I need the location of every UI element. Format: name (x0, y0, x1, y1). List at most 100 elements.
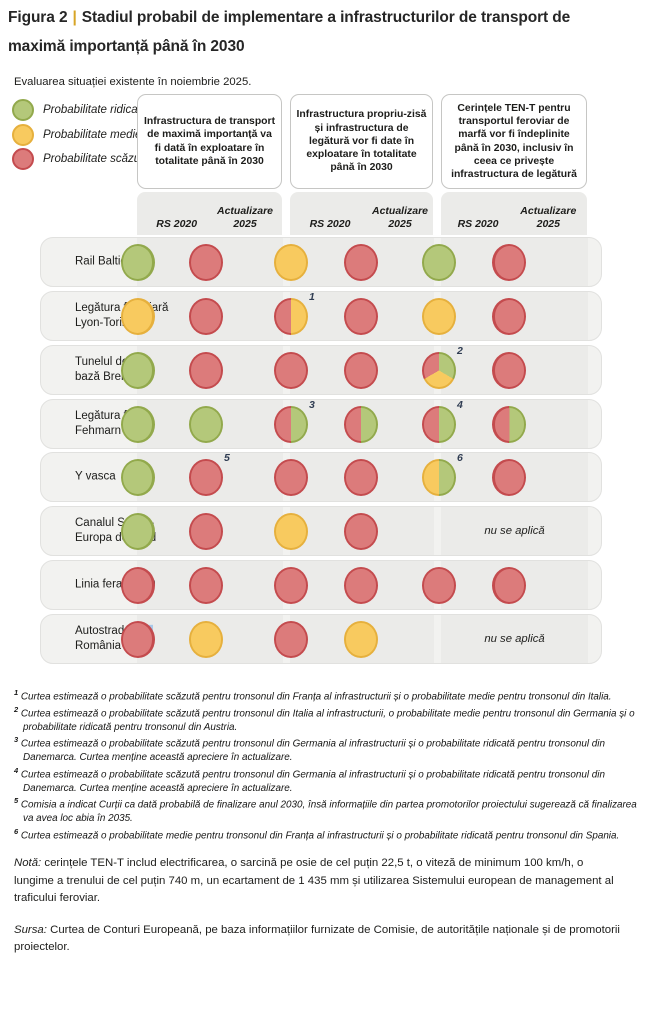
circle-fill (276, 515, 306, 548)
status-circle: 1 (274, 291, 315, 335)
status-circle: 3 (274, 399, 315, 443)
column-header-3: Cerințele TEN-T pentru transportul ferov… (441, 94, 587, 189)
source-paragraph: Sursa: Curtea de Conturi Europeană, pe b… (14, 922, 622, 956)
circle-ring (189, 459, 223, 496)
circle-fill (191, 623, 221, 656)
circle-ring (120, 298, 155, 335)
status-circle: 4 (422, 399, 463, 443)
status-circle: 5 (189, 452, 230, 496)
circle-fill (191, 246, 221, 279)
circle-ring (274, 621, 308, 658)
status-circle (120, 352, 155, 389)
circle-ring (422, 567, 456, 604)
sub-header-rs2020: RS 2020 (156, 217, 198, 230)
status-circle (274, 621, 308, 658)
status-circle (120, 567, 155, 604)
circle-fill (276, 354, 306, 387)
status-circle (120, 621, 155, 658)
circle-ring (189, 621, 223, 658)
footnote-text: Curtea estimează o probabilitate scăzută… (18, 738, 605, 764)
circle-fill (346, 515, 376, 548)
figure-subtitle: Evaluarea situației existente în noiembr… (14, 76, 252, 88)
sub-header-rs2020: RS 2020 (457, 217, 499, 230)
status-circle (120, 298, 155, 335)
circle-ring (274, 352, 308, 389)
circle-ring (344, 352, 378, 389)
legend-label: Probabilitate ridicată (43, 104, 148, 116)
circle-fill (494, 461, 524, 494)
circle-ring (344, 513, 378, 550)
status-circle (344, 244, 378, 281)
status-circle (344, 459, 378, 496)
footnote-marker: 4 (457, 399, 463, 411)
footnote-number: 4 (14, 765, 19, 775)
circle-fill (276, 623, 306, 656)
note-paragraph: Notă: cerințele TEN-T includ electrifica… (14, 855, 622, 906)
legend-item: Probabilitate scăzută (12, 148, 150, 170)
label-text: Lyon-Torino (75, 317, 135, 329)
note-text: cerințele TEN-T includ electrificarea, o… (14, 857, 614, 904)
sub-header-actualizare-2025: Actualizare 2025 (520, 204, 577, 230)
circle-ring (120, 406, 155, 443)
circle-fill (276, 246, 306, 279)
circle-fill (191, 515, 221, 548)
circle-fill (276, 408, 306, 441)
circle-ring (189, 352, 223, 389)
not-applicable-label: nu se aplică (484, 633, 545, 645)
circle-fill (191, 408, 221, 441)
footnote-number: 1 (14, 688, 19, 697)
footnote-text: Curtea estimează o probabilitate scăzută… (18, 769, 605, 794)
circle-fill (494, 569, 524, 602)
status-circle (120, 513, 155, 550)
table-row: Tunelul de bază Brenner 2 (40, 345, 602, 395)
legend-label: Probabilitate medie (43, 128, 142, 141)
circle-fill (276, 461, 306, 494)
circle-fill (276, 300, 306, 333)
circle-ring (492, 567, 527, 604)
circle-fill (424, 246, 454, 279)
note-label: Notă: (14, 857, 42, 870)
row-column-strip (441, 507, 588, 555)
status-circle (120, 459, 155, 496)
status-circle (422, 298, 456, 335)
circle-fill (122, 246, 153, 279)
circle-fill (346, 461, 376, 494)
circle-ring (274, 298, 308, 335)
sub-header-strip-3: RS 2020 Actualizare 2025 (441, 192, 587, 235)
status-circle: 2 (422, 345, 463, 389)
footnote-marker: 6 (457, 452, 463, 464)
table-row: Legătura fixă Fehmarn Belt 3 4 (40, 399, 602, 449)
status-circle (189, 621, 223, 658)
circle-ring (492, 352, 527, 389)
circle-fill (346, 246, 376, 279)
circle-fill (346, 300, 376, 333)
circle-fill (346, 623, 376, 656)
figure-title: Figura 2 | Stadiul probabil de implementar… (8, 4, 600, 61)
source-label: Sursa: (14, 923, 47, 936)
footnotes: 1 Curtea estimează o probabilitate scăzu… (14, 688, 641, 842)
circle-ring (189, 244, 223, 281)
circle-fill (346, 408, 376, 441)
status-circle (422, 244, 456, 281)
footnote-marker: 3 (309, 399, 315, 411)
footnote: 4 Curtea estimează o probabilitate scăzu… (14, 766, 641, 795)
label-text: Y vasca (75, 470, 116, 483)
circle-fill (494, 246, 524, 279)
status-circle (189, 567, 223, 604)
circle-ring (344, 567, 378, 604)
sub-header-strip-2: RS 2020 Actualizare 2025 (290, 192, 433, 235)
probability-high-dot (12, 99, 34, 121)
footnote-text: Curtea estimează o probabilitate medie p… (18, 829, 620, 841)
footnote: 6 Curtea estimează o probabilitate medie… (14, 827, 641, 843)
label-text: Tunelul de (75, 355, 129, 368)
circle-fill (346, 354, 376, 387)
row-column-strip (441, 615, 588, 663)
status-circle (492, 459, 527, 496)
status-circle (492, 244, 527, 281)
circle-fill (122, 354, 153, 387)
legend-label: Probabilitate scăzută (43, 153, 150, 165)
circle-ring (422, 406, 456, 443)
circle-ring (189, 406, 223, 443)
table-row: Linia ferată E59 (40, 560, 602, 610)
